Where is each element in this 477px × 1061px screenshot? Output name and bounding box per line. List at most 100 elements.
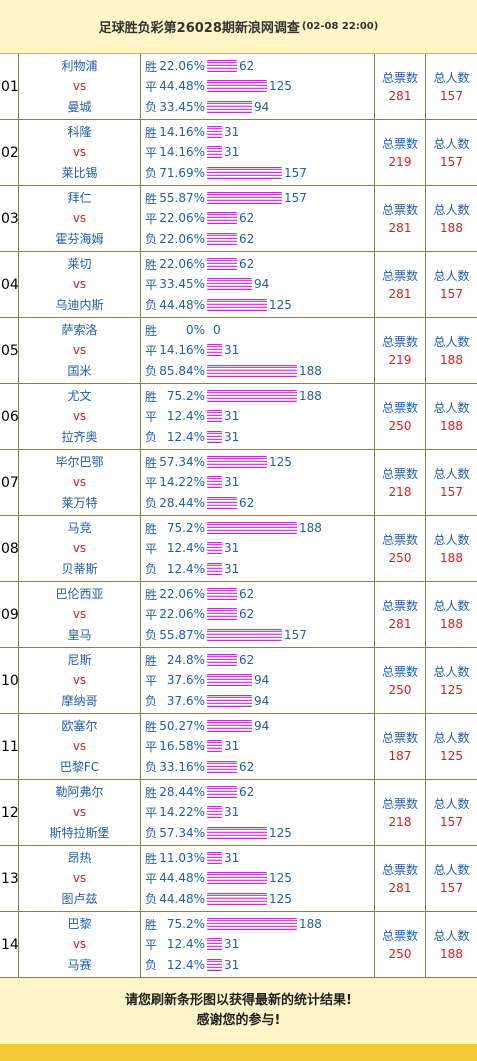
vote-bar: [207, 740, 222, 753]
stat-win: 胜 50.27% 94: [145, 716, 374, 736]
stat-count: 31: [224, 125, 240, 140]
vs-label: vs: [72, 805, 87, 820]
match-teams: 科隆 vs 莱比锡: [19, 120, 141, 185]
stat-count: 157: [284, 165, 307, 180]
stat-percent: 37.6%: [166, 673, 205, 688]
vote-bar: [207, 192, 282, 205]
vote-bar: [207, 958, 222, 971]
stat-label: 胜: [145, 851, 158, 866]
stat-count: 62: [239, 495, 255, 510]
stat-percent: 12.4%: [166, 429, 205, 444]
stat-percent: 14.16%: [159, 125, 205, 140]
vote-bar: [207, 872, 267, 885]
stat-loss: 负 28.44% 62: [145, 493, 374, 513]
stat-percent: 12.4%: [166, 937, 205, 952]
stat-win: 胜 75.2% 188: [145, 386, 374, 406]
total-votes-value: 281: [388, 88, 412, 103]
vote-bar: [207, 146, 222, 159]
stat-percent: 44.48%: [159, 79, 205, 94]
total-people-label: 总人数: [433, 730, 470, 745]
total-people-label: 总人数: [433, 532, 470, 547]
stat-win: 胜 11.03% 31: [145, 848, 374, 868]
total-people-value: 125: [440, 748, 463, 763]
total-votes: 总票数 281: [375, 846, 426, 911]
stat-draw: 平 14.16% 31: [145, 340, 374, 360]
home-team: 毕尔巴鄂: [55, 455, 104, 470]
total-people-label: 总人数: [433, 202, 470, 217]
stat-label: 负: [145, 496, 158, 511]
stat-percent: 16.58%: [159, 739, 205, 754]
stat-loss: 负 12.4% 31: [145, 427, 374, 447]
home-team: 利物浦: [61, 59, 98, 74]
stat-label: 胜: [145, 719, 158, 734]
away-team: 巴黎FC: [59, 759, 100, 774]
total-people: 总人数 157: [426, 780, 477, 845]
stat-count: 125: [269, 455, 292, 470]
home-team: 勒阿弗尔: [55, 785, 104, 800]
vote-bar: [207, 278, 252, 291]
away-team: 乌迪内斯: [55, 297, 104, 312]
stat-loss: 负 22.06% 62: [145, 229, 374, 249]
total-people-value: 188: [440, 352, 463, 367]
match-teams: 毕尔巴鄂 vs 莱万特: [19, 450, 141, 515]
total-people-label: 总人数: [433, 334, 470, 349]
match-row: 08 马竞 vs 贝蒂斯 胜 75.2% 188 平 12.4% 31 负 12…: [0, 516, 477, 582]
stat-label: 平: [145, 211, 158, 226]
stat-count: 31: [224, 805, 240, 820]
stat-draw: 平 12.4% 31: [145, 406, 374, 426]
vote-bar: [207, 344, 222, 357]
stat-label: 胜: [145, 653, 158, 668]
vs-label: vs: [72, 937, 87, 952]
vote-bar: [207, 60, 237, 73]
match-stats: 胜 75.2% 188 平 12.4% 31 负 12.4% 31: [141, 516, 375, 581]
stat-win: 胜 55.87% 157: [145, 188, 374, 208]
total-votes-label: 总票数: [381, 730, 418, 745]
stat-count: 62: [239, 257, 255, 272]
stat-percent: 14.16%: [159, 145, 205, 160]
stat-draw: 平 37.6% 94: [145, 670, 374, 690]
stat-count: 157: [284, 191, 307, 206]
total-people: 总人数 157: [426, 450, 477, 515]
match-teams: 尤文 vs 拉齐奥: [19, 384, 141, 449]
stat-loss: 负 37.6% 94: [145, 691, 374, 711]
match-row: 14 巴黎 vs 马赛 胜 75.2% 188 平 12.4% 31 负 12.…: [0, 912, 477, 978]
total-people-value: 188: [440, 418, 463, 433]
stat-count: 62: [239, 587, 255, 602]
total-votes-value: 281: [388, 286, 412, 301]
stat-label: 胜: [145, 59, 158, 74]
vote-bar: [207, 390, 297, 403]
stat-label: 平: [145, 277, 158, 292]
stat-loss: 负 33.45% 94: [145, 97, 374, 117]
stat-label: 负: [145, 298, 158, 313]
stat-percent: 75.2%: [166, 917, 205, 932]
stat-label: 胜: [145, 125, 158, 140]
away-team: 曼城: [67, 99, 92, 114]
away-team: 霍芬海姆: [55, 231, 104, 246]
total-people: 总人数 188: [426, 384, 477, 449]
stat-percent: 28.44%: [159, 785, 205, 800]
stat-label: 胜: [145, 455, 158, 470]
match-row: 06 尤文 vs 拉齐奥 胜 75.2% 188 平 12.4% 31 负 12…: [0, 384, 477, 450]
stat-count: 125: [269, 297, 292, 312]
away-team: 摩纳哥: [61, 693, 98, 708]
stat-percent: 22.06%: [159, 257, 205, 272]
away-team: 莱万特: [61, 495, 98, 510]
vote-bar: [207, 232, 237, 245]
vote-bar: [207, 654, 237, 667]
total-people-value: 157: [440, 154, 463, 169]
total-votes-label: 总票数: [381, 928, 418, 943]
stat-label: 负: [145, 562, 158, 577]
stat-label: 负: [145, 100, 158, 115]
vs-label: vs: [72, 277, 87, 292]
stat-count: 62: [239, 231, 255, 246]
stat-label: 胜: [145, 389, 158, 404]
total-votes: 总票数 281: [375, 54, 426, 119]
total-votes-label: 总票数: [381, 334, 418, 349]
total-votes-label: 总票数: [381, 268, 418, 283]
away-team: 国米: [67, 363, 92, 378]
match-number: 08: [0, 516, 19, 581]
total-votes-label: 总票数: [381, 532, 418, 547]
vote-bar: [207, 852, 222, 865]
stat-count: 94: [254, 693, 270, 708]
home-team: 科隆: [67, 125, 92, 140]
